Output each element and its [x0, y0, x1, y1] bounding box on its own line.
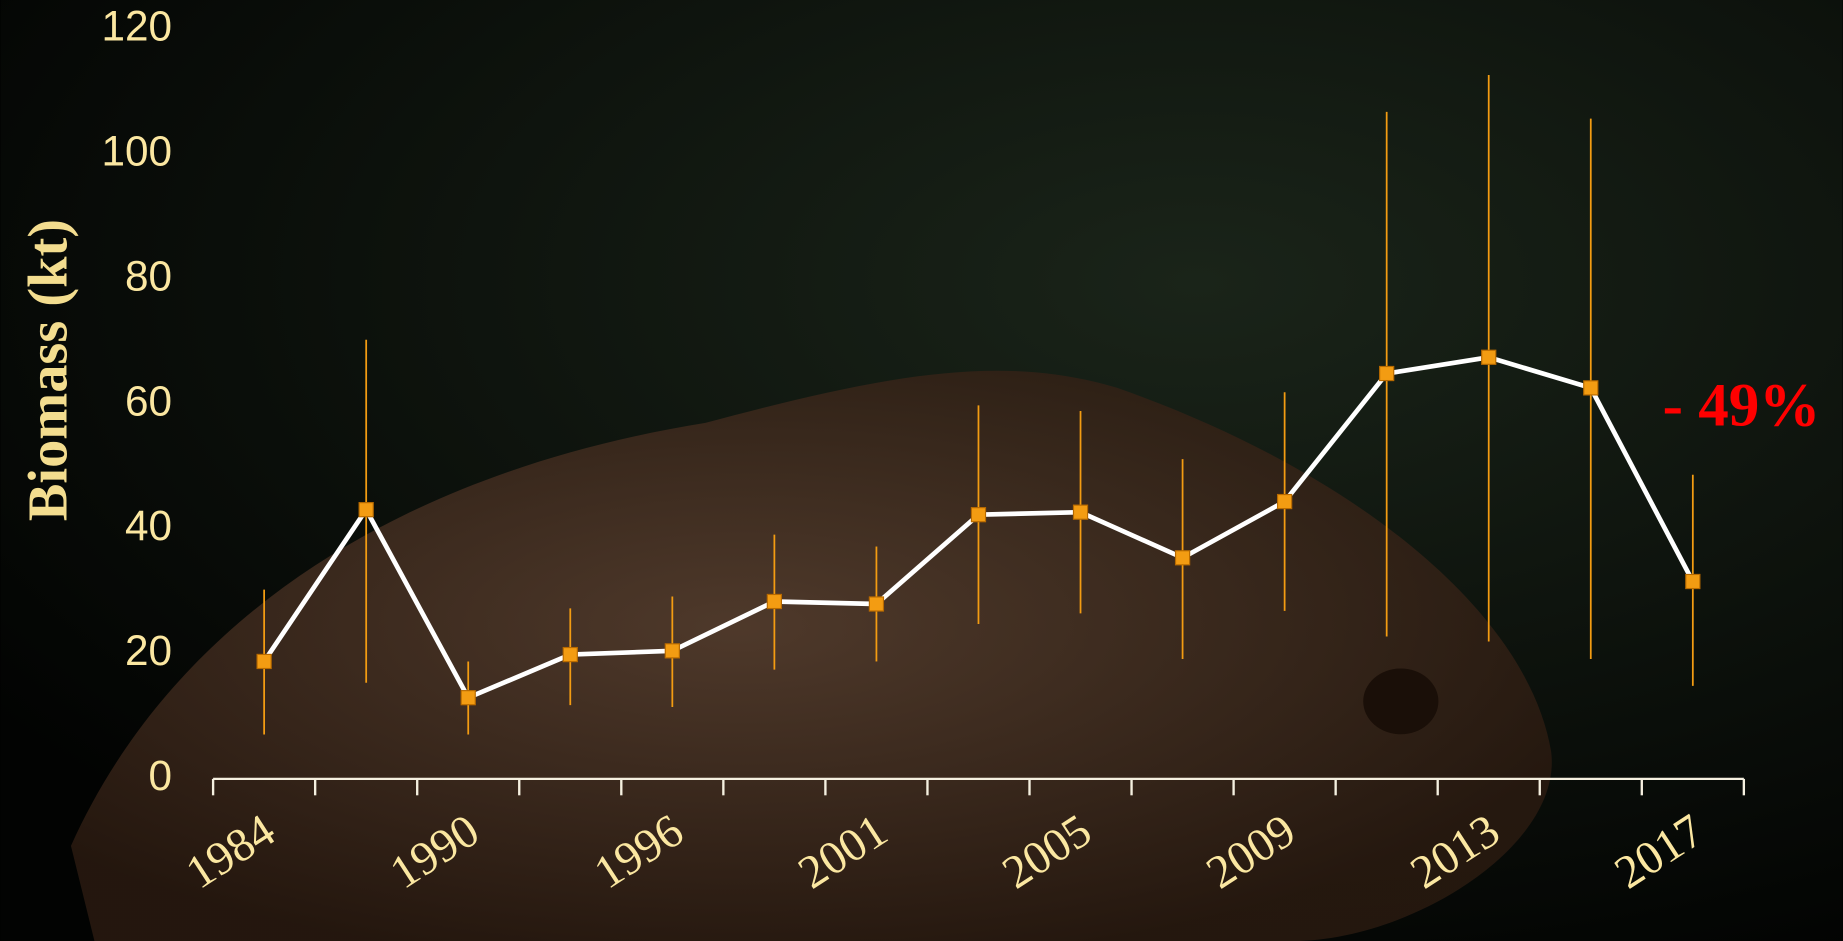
- y-tick-label: 20: [125, 627, 172, 674]
- y-tick-label: 60: [125, 377, 172, 424]
- data-point: [664, 643, 680, 659]
- y-tick-label: 80: [125, 252, 172, 299]
- y-tick-label: 40: [125, 502, 172, 549]
- data-point: [1276, 493, 1293, 510]
- annotation: - 49%: [1663, 372, 1821, 439]
- y-tick-label: 120: [101, 3, 172, 50]
- data-point: [460, 690, 476, 706]
- data-point: [766, 593, 783, 610]
- y-tick-label: 100: [101, 127, 172, 174]
- fish-image: [70, 370, 1552, 941]
- data-point: [1379, 365, 1395, 382]
- data-point: [358, 502, 374, 518]
- data-point: [1481, 349, 1497, 365]
- data-point: [256, 653, 272, 670]
- y-tick-label: 0: [148, 752, 172, 799]
- data-point: [562, 646, 578, 663]
- data-point: [1583, 380, 1599, 396]
- fish-eye: [1363, 668, 1439, 735]
- y-axis-label: Biomass (kt): [17, 219, 79, 521]
- data-point: [970, 507, 987, 523]
- data-point: [868, 596, 885, 612]
- data-point: [1685, 573, 1701, 590]
- data-point: [1174, 550, 1191, 566]
- data-point: [1072, 504, 1089, 520]
